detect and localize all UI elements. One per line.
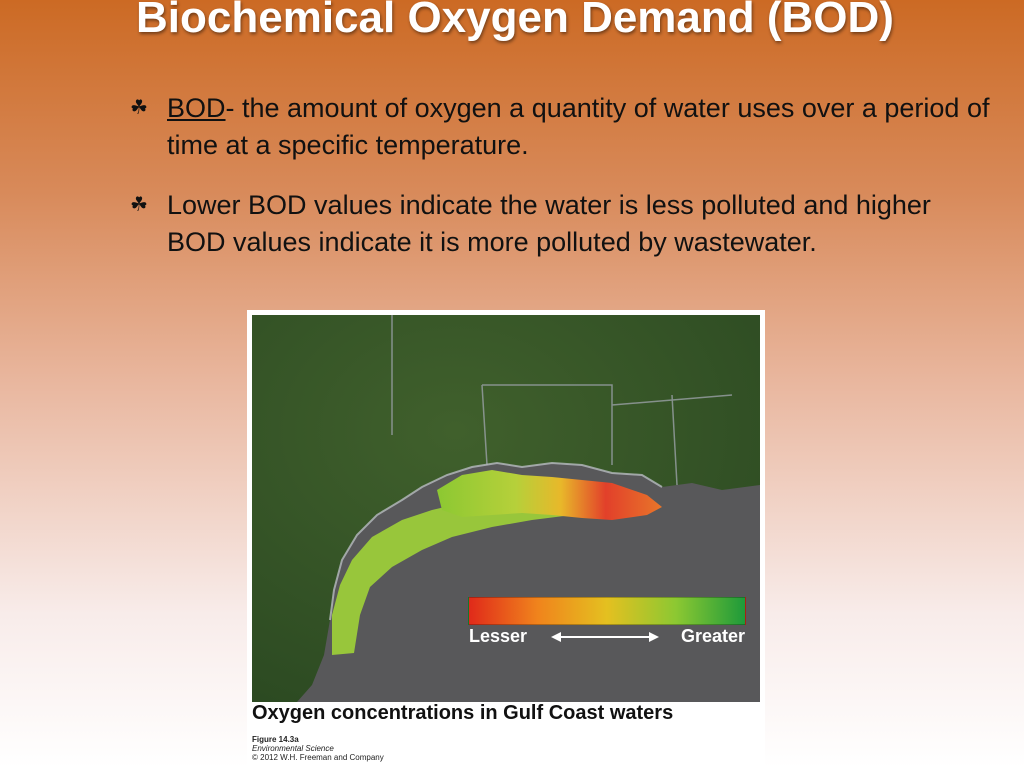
coastline — [329, 461, 663, 621]
legend-label-greater: Greater — [680, 626, 745, 646]
leaf-bullet-icon: ☘ — [130, 97, 148, 119]
oxygen-legend-labels: Lesser Greater — [469, 626, 745, 648]
slide-title: Biochemical Oxygen Demand (BOD) — [136, 0, 894, 42]
double-arrow-icon — [551, 632, 659, 642]
figure-copyright: © 2012 W.H. Freeman and Company — [252, 753, 384, 762]
figure-number: Figure 14.3a — [252, 735, 299, 744]
figure-caption: Oxygen concentrations in Gulf Coast wate… — [252, 702, 674, 724]
leaf-bullet-icon: ☘ — [130, 194, 148, 216]
bod-values-text: Lower BOD values indicate the water is l… — [167, 190, 931, 257]
bod-term: BOD — [167, 93, 226, 123]
bod-definition-text: - the amount of oxygen a quantity of wat… — [167, 93, 990, 160]
state-borders — [391, 315, 733, 486]
oxygen-plume-red — [437, 470, 662, 520]
gulf-coast-figure: Lesser Greater Oxygen concentrations in … — [247, 310, 765, 768]
oxygen-legend-gradient-bar — [468, 597, 746, 625]
figure-book-title: Environmental Science — [252, 744, 334, 753]
oxygen-legend — [468, 597, 746, 625]
figure-credit: Figure 14.3a Environmental Science © 201… — [252, 735, 384, 762]
oxygen-plume-green — [332, 490, 607, 655]
bullet-item-bod-definition: ☘ BOD- the amount of oxygen a quantity o… — [130, 90, 990, 164]
bullet-list: ☘ BOD- the amount of oxygen a quantity o… — [130, 90, 990, 284]
bullet-item-bod-values: ☘ Lower BOD values indicate the water is… — [130, 187, 990, 261]
land-mass — [252, 315, 760, 702]
legend-label-lesser: Lesser — [469, 626, 528, 646]
gulf-coast-map — [252, 315, 760, 702]
